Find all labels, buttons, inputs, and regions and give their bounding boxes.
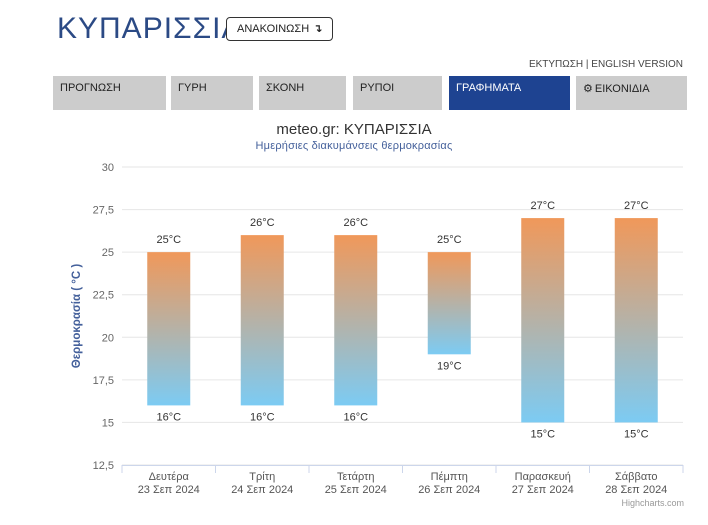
tab-pollutants[interactable]: ΡΥΠΟΙ bbox=[353, 76, 442, 110]
low-temp-label: 15°C bbox=[624, 428, 649, 440]
x-day-label: Τρίτη bbox=[249, 471, 275, 483]
page-title: ΚΥΠΑΡΙΣΣΙΑ bbox=[57, 12, 243, 45]
down-arrow-icon: ↴ bbox=[313, 23, 323, 35]
x-day-label: Τετάρτη bbox=[337, 471, 375, 483]
high-temp-label: 26°C bbox=[250, 217, 275, 229]
y-axis-label: Θερμοκρασία ( °C ) bbox=[71, 264, 83, 369]
y-tick-label: 30 bbox=[102, 162, 114, 174]
credits-link[interactable]: Highcharts.com bbox=[621, 498, 684, 508]
x-date-label: 25 Σεπ 2024 bbox=[325, 484, 387, 496]
y-tick-label: 12,5 bbox=[93, 460, 114, 472]
tab-label: ΠΡΟΓΝΩΣΗ bbox=[60, 82, 121, 94]
high-temp-label: 25°C bbox=[437, 234, 462, 246]
y-tick-label: 20 bbox=[102, 332, 114, 344]
temperature-bar bbox=[427, 252, 471, 355]
tab-pollen[interactable]: ΓΥΡΗ bbox=[171, 76, 253, 110]
x-day-label: Σάββατο bbox=[615, 471, 657, 483]
high-temp-label: 25°C bbox=[156, 234, 181, 246]
y-tick-label: 15 bbox=[102, 417, 114, 429]
y-tick-label: 25 bbox=[102, 247, 114, 259]
print-english-links[interactable]: ΕΚΤΥΠΩΣΗ | ENGLISH VERSION bbox=[528, 59, 683, 70]
tab-label: ΓΥΡΗ bbox=[178, 82, 207, 94]
high-temp-label: 27°C bbox=[624, 200, 649, 212]
low-temp-label: 16°C bbox=[343, 411, 368, 423]
high-temp-label: 27°C bbox=[530, 200, 555, 212]
tab-label: ΡΥΠΟΙ bbox=[360, 82, 395, 94]
x-day-label: Παρασκευή bbox=[515, 471, 571, 483]
temperature-bar bbox=[240, 235, 284, 406]
x-date-label: 24 Σεπ 2024 bbox=[231, 484, 293, 496]
x-date-label: 28 Σεπ 2024 bbox=[605, 484, 667, 496]
main-tabs: ΠΡΟΓΝΩΣΗ ΓΥΡΗ ΣΚΟΝΗ ΡΥΠΟΙ ΓΡΑΦΗΜΑΤΑ ⚙ ΕΙΚ… bbox=[53, 76, 687, 110]
low-temp-label: 16°C bbox=[156, 411, 181, 423]
x-date-label: 26 Σεπ 2024 bbox=[418, 484, 480, 496]
temperature-bar bbox=[614, 218, 658, 423]
low-temp-label: 19°C bbox=[437, 360, 462, 372]
y-tick-label: 17,5 bbox=[93, 375, 114, 387]
chart-title: meteo.gr: ΚΥΠΑΡΙΣΣΙΑ bbox=[276, 121, 432, 138]
chart-subtitle: Ημερήσιες διακυμάνσεις θερμοκρασίας bbox=[255, 140, 453, 152]
gear-icon: ⚙ bbox=[583, 83, 593, 95]
temperature-bar bbox=[147, 252, 191, 406]
tab-icons[interactable]: ⚙ ΕΙΚΟΝΙΔΙΑ bbox=[576, 76, 687, 110]
x-day-label: Δευτέρα bbox=[149, 471, 190, 483]
y-tick-label: 22,5 bbox=[93, 290, 114, 302]
tab-forecast[interactable]: ΠΡΟΓΝΩΣΗ bbox=[53, 76, 166, 110]
y-tick-label: 27,5 bbox=[93, 205, 114, 217]
tab-label: ΕΙΚΟΝΙΔΙΑ bbox=[594, 83, 650, 95]
low-temp-label: 15°C bbox=[530, 428, 555, 440]
tab-dust[interactable]: ΣΚΟΝΗ bbox=[259, 76, 346, 110]
announcement-button[interactable]: ΑΝΑΚΟΙΝΩΣΗ ↴ bbox=[226, 17, 334, 41]
high-temp-label: 26°C bbox=[343, 217, 368, 229]
tab-charts[interactable]: ΓΡΑΦΗΜΑΤΑ bbox=[449, 76, 570, 110]
x-day-label: Πέμπτη bbox=[431, 471, 468, 483]
temperature-bar bbox=[334, 235, 378, 406]
low-temp-label: 16°C bbox=[250, 411, 275, 423]
tab-label: ΣΚΟΝΗ bbox=[266, 82, 305, 94]
x-date-label: 27 Σεπ 2024 bbox=[512, 484, 574, 496]
tab-label: ΓΡΑΦΗΜΑΤΑ bbox=[456, 82, 522, 94]
x-date-label: 23 Σεπ 2024 bbox=[138, 484, 200, 496]
temperature-bar bbox=[521, 218, 565, 423]
announcement-label: ΑΝΑΚΟΙΝΩΣΗ bbox=[237, 23, 310, 35]
